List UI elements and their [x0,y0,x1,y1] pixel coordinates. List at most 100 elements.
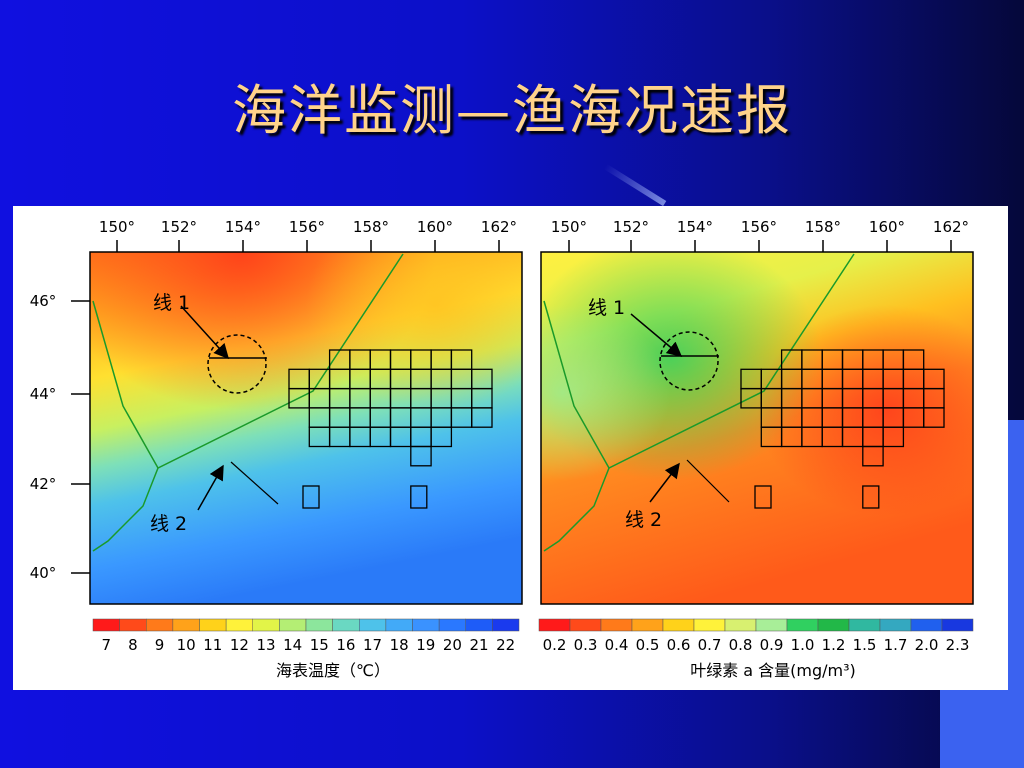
colorbar-tick-label: 10 [177,636,196,654]
colorbar-swatch [438,618,466,632]
colorbar-swatch [332,618,360,632]
colorbar-tick-label: 2.0 [915,636,939,654]
colorbar-swatch [538,618,571,632]
chlorophyll-colorbar: 0.2 0.3 0.4 0.5 0.6 0.7 0.8 0.9 1.0 1.2 1.5 1.7 2.0 2… [538,618,974,654]
colorbar-swatch [199,618,227,632]
colorbar-swatch [941,618,974,632]
colorbar-tick-label: 0.3 [574,636,598,654]
longitude-tick-label: 158° [353,218,389,236]
colorbar-swatch [305,618,333,632]
sst-map-frame [89,251,523,605]
chlorophyll-map-frame [540,251,974,605]
longitude-tick-label: 152° [161,218,197,236]
colorbar-tick-label: 15 [310,636,329,654]
slide-title: 海洋监测—渔海况速报 [232,79,792,142]
colorbar-swatch [848,618,881,632]
colorbar-swatch [359,618,387,632]
grid-cell [862,445,884,467]
colorbar-swatch [92,618,120,632]
colorbar-tick-label: 0.7 [698,636,722,654]
longitude-tick-label: 152° [613,218,649,236]
chlorophyll-colorbar-title: 叶绿素 a 含量(mg/m³) [690,661,856,680]
colorbar-swatch [600,618,633,632]
colorbar-tick-label: 1.5 [853,636,877,654]
colorbar-swatch [910,618,943,632]
longitude-tick-label: 160° [417,218,453,236]
latitude-axis: 46° 44° 42° 40° [30,292,90,582]
colorbar-tick-label: 21 [470,636,489,654]
colorbar-tick-label: 0.6 [667,636,691,654]
longitude-tick-label: 156° [741,218,777,236]
colorbar-tick-label: 0.8 [729,636,753,654]
colorbar-tick-label: 2.3 [946,636,970,654]
line2-arrow [197,464,224,511]
grid-cell [410,485,428,509]
grid-cell [471,407,493,428]
colorbar-tick-label: 19 [416,636,435,654]
colorbar-swatch [172,618,200,632]
ocean-monitoring-figure: 线 1 线 2 线 1 线 2 150° 152° 154° 156° 158° 160°… [13,206,1008,690]
line2-label: 线 2 [150,513,187,535]
colorbar-tick-label: 22 [496,636,515,654]
longitude-tick-label: 162° [933,218,969,236]
line1-label: 线 1 [153,292,190,314]
colorbar-swatch [662,618,695,632]
colorbar-swatch [569,618,602,632]
sst-map: 线 1 线 2 [89,251,523,605]
grid-cell [923,407,945,428]
colorbar-tick-label: 1.0 [791,636,815,654]
line2-arrow [649,462,680,503]
longitude-tick-label: 154° [225,218,261,236]
colorbar-tick-label: 12 [230,636,249,654]
sst-colorbar: 7 8 9 10 11 12 13 14 15 16 17 18 19 20 21 22 [92,618,520,654]
latitude-tick-label: 40° [30,564,57,582]
latitude-tick-label: 46° [30,292,57,310]
decorative-streak [603,163,667,207]
grid-cell [430,426,453,448]
chlorophyll-map: 线 1 线 2 [540,251,974,605]
line1-label: 线 1 [588,297,625,319]
colorbar-swatch [412,618,440,632]
colorbar-tick-label: 9 [155,636,165,654]
grid-cell [410,445,432,467]
colorbar-tick-label: 17 [363,636,382,654]
longitude-tick-label: 154° [677,218,713,236]
sst-colorbar-title: 海表温度（℃） [276,661,390,680]
longitude-tick-label: 158° [805,218,841,236]
survey-circle [207,334,267,394]
latitude-tick-label: 44° [30,385,57,403]
colorbar-tick-label: 1.2 [822,636,846,654]
colorbar-swatch [465,618,493,632]
grid-cell [862,485,880,509]
colorbar-tick-label: 20 [443,636,462,654]
longitude-tick-label: 160° [869,218,905,236]
colorbar-swatch [631,618,664,632]
line1-arrow [630,313,683,357]
colorbar-tick-label: 1.7 [884,636,908,654]
colorbar-tick-label: 11 [203,636,222,654]
longitude-tick-label: 150° [551,218,587,236]
colorbar-tick-label: 0.9 [760,636,784,654]
colorbar-swatch [879,618,912,632]
longitude-tick-label: 162° [481,218,517,236]
colorbar-swatch [492,618,520,632]
colorbar-tick-label: 8 [128,636,138,654]
colorbar-tick-label: 13 [257,636,276,654]
longitude-axis-left: 150° 152° 154° 156° 158° 160° 162° [99,218,517,252]
line2-label: 线 2 [625,509,662,531]
line1-arrow [180,305,230,360]
colorbar-tick-label: 14 [283,636,302,654]
colorbar-tick-label: 7 [102,636,112,654]
colorbar-swatch [119,618,147,632]
latitude-tick-label: 42° [30,475,57,493]
boundary-line [543,467,610,552]
grid-cell [302,485,320,509]
colorbar-tick-label: 18 [390,636,409,654]
survey-circle [659,331,719,391]
colorbar-swatch [724,618,757,632]
colorbar-swatch [279,618,307,632]
colorbar-tick-label: 0.2 [543,636,567,654]
colorbar-swatch [252,618,280,632]
survey-grid [740,349,945,509]
longitude-axis-right: 150° 152° 154° 156° 158° 160° 162° [551,218,969,252]
